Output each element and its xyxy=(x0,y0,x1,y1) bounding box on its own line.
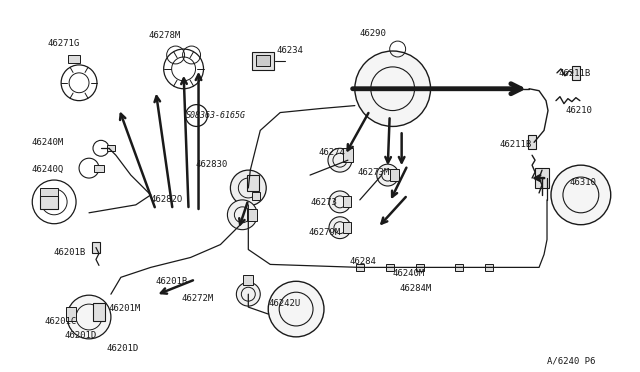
Text: 46201B: 46201B xyxy=(53,247,85,257)
Text: 46201M: 46201M xyxy=(109,304,141,313)
Text: 46274: 46274 xyxy=(318,148,345,157)
Text: 46278M: 46278M xyxy=(148,31,181,40)
Bar xyxy=(528,135,536,149)
Text: 46211B: 46211B xyxy=(499,140,531,149)
Text: 462830: 462830 xyxy=(196,160,228,169)
Text: 46272M: 46272M xyxy=(182,294,214,303)
Text: 46211B: 46211B xyxy=(559,69,591,78)
Bar xyxy=(390,169,399,181)
Bar xyxy=(68,55,80,63)
Text: 46240M: 46240M xyxy=(31,138,63,147)
Bar xyxy=(252,52,274,70)
Text: 46242U: 46242U xyxy=(268,299,300,308)
Bar xyxy=(243,275,253,285)
Ellipse shape xyxy=(67,295,111,339)
Text: 46273M: 46273M xyxy=(358,168,390,177)
Bar xyxy=(247,209,257,221)
Ellipse shape xyxy=(268,281,324,337)
Bar xyxy=(356,264,364,271)
Text: 46234: 46234 xyxy=(276,46,303,55)
Text: 46201C: 46201C xyxy=(44,317,76,326)
Bar xyxy=(252,192,260,200)
Bar xyxy=(107,145,115,151)
Bar xyxy=(92,241,100,253)
Bar xyxy=(343,148,353,162)
Text: S08363-6165G: S08363-6165G xyxy=(186,111,246,120)
Bar xyxy=(94,165,104,171)
Bar xyxy=(256,55,270,66)
Ellipse shape xyxy=(329,217,351,238)
Bar xyxy=(93,303,105,321)
Ellipse shape xyxy=(227,200,257,230)
Bar xyxy=(535,168,549,188)
Bar xyxy=(415,264,424,271)
Bar xyxy=(66,307,76,321)
Text: 46310: 46310 xyxy=(570,178,596,187)
Text: 46284M: 46284M xyxy=(399,284,432,293)
Bar xyxy=(456,264,463,271)
Text: 46201D: 46201D xyxy=(107,344,139,353)
Text: 46240M: 46240M xyxy=(393,269,425,278)
Bar xyxy=(485,264,493,271)
Text: A/6240 P6: A/6240 P6 xyxy=(547,357,595,366)
Text: 46271G: 46271G xyxy=(47,39,79,48)
Ellipse shape xyxy=(236,282,260,306)
Bar xyxy=(572,66,580,80)
Text: 46279M: 46279M xyxy=(308,228,340,237)
Ellipse shape xyxy=(329,191,351,213)
Text: 46240Q: 46240Q xyxy=(31,165,63,174)
Bar xyxy=(40,195,58,209)
Bar xyxy=(247,175,259,191)
Ellipse shape xyxy=(230,170,266,206)
Text: 46282O: 46282O xyxy=(151,195,183,204)
Bar xyxy=(343,196,351,207)
Text: 46290: 46290 xyxy=(360,29,387,38)
Ellipse shape xyxy=(355,51,431,126)
Bar xyxy=(386,264,394,271)
Ellipse shape xyxy=(328,148,352,172)
Text: 46201B: 46201B xyxy=(156,277,188,286)
Ellipse shape xyxy=(377,164,399,186)
Text: 46201D: 46201D xyxy=(64,331,97,340)
Bar xyxy=(343,222,351,233)
Ellipse shape xyxy=(551,165,611,225)
Bar xyxy=(40,188,58,196)
Text: 46273: 46273 xyxy=(310,198,337,207)
Text: 46210: 46210 xyxy=(566,106,593,115)
Text: 46284: 46284 xyxy=(350,257,377,266)
